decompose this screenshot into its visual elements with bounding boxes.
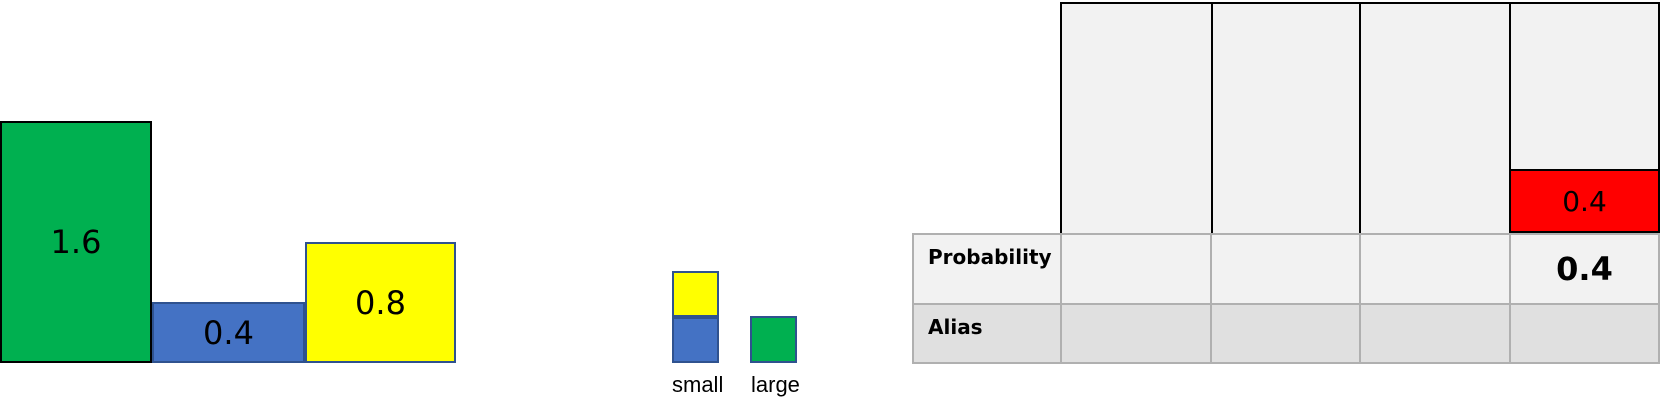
legend-large-label: large — [751, 372, 800, 397]
cell-value: 0.4 — [1556, 250, 1613, 288]
bar-value-label: 1.6 — [50, 223, 102, 261]
bar-green-1-6: 1.6 — [0, 121, 152, 363]
bucket-column-2 — [1211, 2, 1359, 233]
probability-row-header: Probability — [912, 233, 1062, 305]
probability-cell-4: 0.4 — [1509, 233, 1660, 305]
bucket-column-1 — [1060, 2, 1211, 233]
bucket-4-red-fill: 0.4 — [1509, 169, 1660, 233]
alias-cell-2 — [1210, 303, 1361, 364]
large-stack-green-box — [750, 316, 797, 363]
small-stack-blue-box — [672, 317, 719, 363]
bucket-column-3 — [1359, 2, 1509, 233]
small-stack — [672, 271, 719, 363]
probability-cell-3 — [1359, 233, 1511, 305]
probability-cell-1 — [1060, 233, 1212, 305]
alias-cell-4 — [1509, 303, 1660, 364]
alias-cell-1 — [1060, 303, 1212, 364]
red-fill-value-label: 0.4 — [1562, 184, 1607, 218]
alias-cell-3 — [1359, 303, 1511, 364]
row-label: Probability — [928, 245, 1052, 269]
bar-value-label: 0.8 — [355, 283, 406, 322]
legend-small-label: small — [672, 372, 724, 397]
bar-blue-0-4: 0.4 — [152, 302, 305, 363]
alias-row-header: Alias — [912, 303, 1062, 364]
probability-cell-2 — [1210, 233, 1361, 305]
bar-value-label: 0.4 — [203, 313, 254, 352]
row-label: Alias — [928, 315, 983, 339]
bar-yellow-0-8: 0.8 — [305, 242, 456, 363]
small-stack-yellow-box — [672, 271, 719, 317]
